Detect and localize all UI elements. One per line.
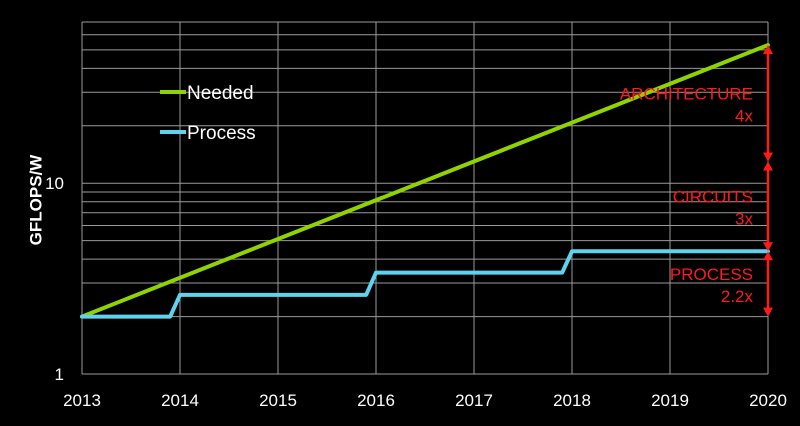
annotation-arrow-head-up <box>763 161 773 171</box>
y-tick-label: 10 <box>45 174 64 193</box>
annotation-label: ARCHITECTURE <box>620 84 753 103</box>
annotation-arrow-head-down <box>763 242 773 252</box>
legend-label-needed: Needed <box>187 83 254 104</box>
series-layer <box>80 43 770 319</box>
legend: Needed Process <box>160 83 256 144</box>
x-tick-label: 2018 <box>553 391 591 410</box>
x-tick-label: 2016 <box>357 391 395 410</box>
series-line-process <box>80 249 770 319</box>
x-tick-label: 2013 <box>63 391 101 410</box>
series-line-needed <box>80 43 770 319</box>
x-tick-label: 2014 <box>161 391 199 410</box>
y-axis-ticks: 1 10 <box>45 174 64 384</box>
annotation-arrow-head-up <box>763 251 773 261</box>
annotation-arrow-head-down <box>763 307 773 317</box>
x-tick-label: 2019 <box>651 391 689 410</box>
x-tick-label: 2020 <box>749 391 787 410</box>
x-tick-label: 2015 <box>259 391 297 410</box>
y-axis-label: GFLOPS/W <box>26 154 45 246</box>
x-tick-label: 2017 <box>455 391 493 410</box>
annotation-label: PROCESS <box>670 265 753 284</box>
annotation-label: CIRCUITS <box>673 187 753 206</box>
legend-label-process: Process <box>187 123 256 144</box>
annotation-layer: ARCHITECTURE 4x CIRCUITS 3x PROCESS 2.2x <box>620 45 773 317</box>
annotation-factor: 4x <box>735 106 753 125</box>
annotation-factor: 3x <box>735 209 753 228</box>
annotation-factor: 2.2x <box>721 287 754 306</box>
x-axis-ticks: 2013 2014 2015 2016 2017 2018 2019 2020 <box>63 391 787 410</box>
annotation-arrow-head-down <box>763 152 773 162</box>
y-tick-label: 1 <box>55 365 64 384</box>
annotation-arrow-head-up <box>763 45 773 55</box>
